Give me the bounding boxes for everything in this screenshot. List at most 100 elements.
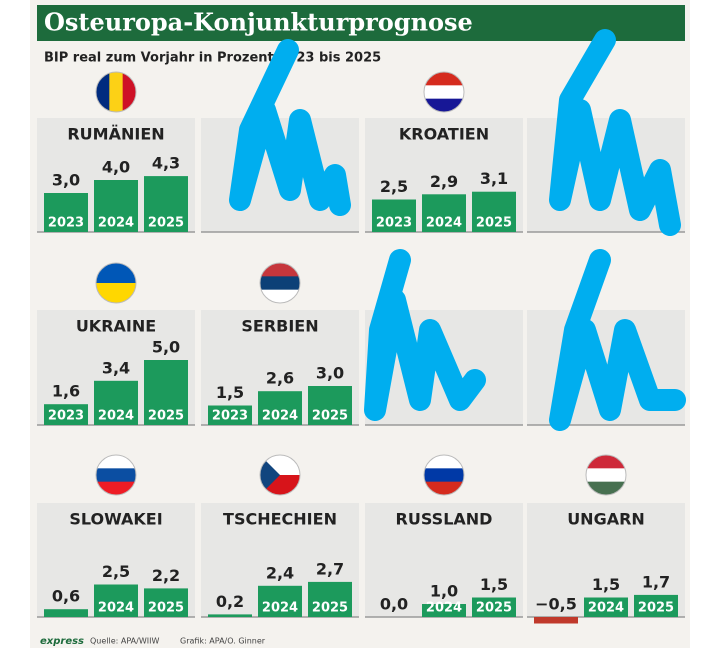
- bar: [94, 380, 138, 425]
- flag-stripe: [424, 468, 464, 483]
- flag-stripe: [424, 455, 464, 469]
- flag: [260, 455, 300, 495]
- flag-stripe: [109, 72, 124, 112]
- flag-ring: [585, 454, 627, 496]
- subtitle: BIP real zum Vorjahr in Prozent 2023 bis…: [44, 51, 381, 66]
- value-label: 2,5: [380, 177, 408, 196]
- year-label: 2024: [262, 409, 298, 424]
- year-label: 2025: [312, 409, 348, 424]
- bar: [258, 585, 302, 617]
- flag: [260, 263, 300, 303]
- flag-stripe: [260, 276, 300, 291]
- year-label: 2025: [148, 601, 184, 616]
- flag-stripe: [424, 85, 464, 100]
- scribble: [549, 249, 686, 431]
- scribbles: [229, 29, 686, 431]
- year-label: 2025: [476, 601, 512, 616]
- value-label: 1,6: [52, 382, 80, 401]
- year-label: 2025: [148, 409, 184, 424]
- flag: [96, 263, 136, 303]
- value-label: 4,0: [102, 158, 130, 177]
- bar: [258, 391, 302, 425]
- value-label: 2,2: [152, 566, 180, 585]
- year-label: 2024: [262, 601, 298, 616]
- flag-ring: [95, 71, 137, 113]
- value-label: 0,6: [52, 587, 80, 606]
- year-label: 2024: [426, 601, 462, 616]
- value-label: 1,7: [642, 572, 670, 591]
- flag: [424, 72, 464, 112]
- scribble: [229, 39, 351, 216]
- title-band: [37, 5, 685, 41]
- title: Osteuropa-Konjunkturprognose: [44, 8, 473, 37]
- flag-stripe: [260, 289, 300, 303]
- value-label: 2,9: [430, 172, 458, 191]
- value-label: 1,5: [480, 575, 508, 594]
- flag-triangle: [260, 455, 280, 495]
- flag-ring: [259, 454, 301, 496]
- bar: [94, 180, 138, 232]
- flag-stripe: [96, 455, 136, 469]
- country-name: RUMÄNIEN: [67, 125, 164, 144]
- value-label: 2,4: [266, 563, 294, 582]
- year-label: 2024: [98, 601, 134, 616]
- credit: Grafik: APA/O. Ginner: [180, 637, 266, 646]
- bar: [44, 609, 88, 617]
- value-label: 1,0: [430, 582, 458, 601]
- value-label: 2,7: [316, 559, 344, 578]
- value-label: 2,6: [266, 369, 294, 388]
- year-label: 2024: [588, 601, 624, 616]
- flag-stripe: [586, 455, 626, 469]
- year-label: 2024: [426, 216, 462, 231]
- flag: [96, 72, 136, 112]
- bar: [308, 581, 352, 617]
- flag-stripe: [96, 481, 136, 495]
- source: Quelle: APA/WIIW: [90, 637, 159, 646]
- flag-ring: [259, 262, 301, 304]
- scribble: [549, 29, 681, 236]
- bar: [144, 360, 188, 425]
- country-name: KROATIEN: [399, 125, 489, 144]
- year-label: 2025: [638, 601, 674, 616]
- value-label: 4,3: [152, 154, 180, 173]
- bar: [472, 191, 516, 232]
- bar: [372, 199, 416, 232]
- value-label: 1,5: [592, 575, 620, 594]
- flag-stripe: [96, 263, 136, 284]
- flag-ring: [95, 454, 137, 496]
- flag-stripe: [424, 98, 464, 112]
- panels: RUMÄNIEN 3,0 2023 4,0 2024 4,3 2025 KROATIEN 2,5…: [37, 71, 685, 624]
- value-label: 0,2: [216, 592, 244, 611]
- bar: [634, 594, 678, 617]
- value-label: 3,1: [480, 169, 508, 188]
- flag-stripe: [424, 72, 464, 86]
- flag-stripe: [122, 72, 136, 112]
- bar: [422, 604, 466, 617]
- bar: [208, 614, 252, 617]
- flag-stripe: [586, 481, 626, 495]
- value-label: 0,0: [380, 595, 408, 614]
- value-label: 3,0: [316, 364, 344, 383]
- flag: [424, 455, 464, 495]
- bar: [584, 597, 628, 617]
- country-name: TSCHECHIEN: [223, 510, 337, 529]
- flag: [586, 455, 626, 495]
- year-label: 2023: [376, 216, 412, 231]
- value-label: 1,5: [216, 383, 244, 402]
- country-name: UKRAINE: [76, 317, 156, 336]
- flag-stripe: [96, 72, 110, 112]
- value-label: 3,4: [102, 358, 130, 377]
- bar: [208, 405, 252, 425]
- bar: [422, 194, 466, 232]
- country-name: RUSSLAND: [396, 510, 493, 529]
- year-label: 2023: [212, 409, 248, 424]
- year-label: 2025: [148, 216, 184, 231]
- bar: [308, 386, 352, 425]
- flag-stripe: [96, 283, 136, 303]
- flag-ring: [95, 262, 137, 304]
- country-name: SLOWAKEI: [69, 510, 162, 529]
- scribble: [364, 249, 486, 421]
- year-label: 2024: [98, 409, 134, 424]
- value-label: 3,0: [52, 171, 80, 190]
- year-label: 2024: [98, 216, 134, 231]
